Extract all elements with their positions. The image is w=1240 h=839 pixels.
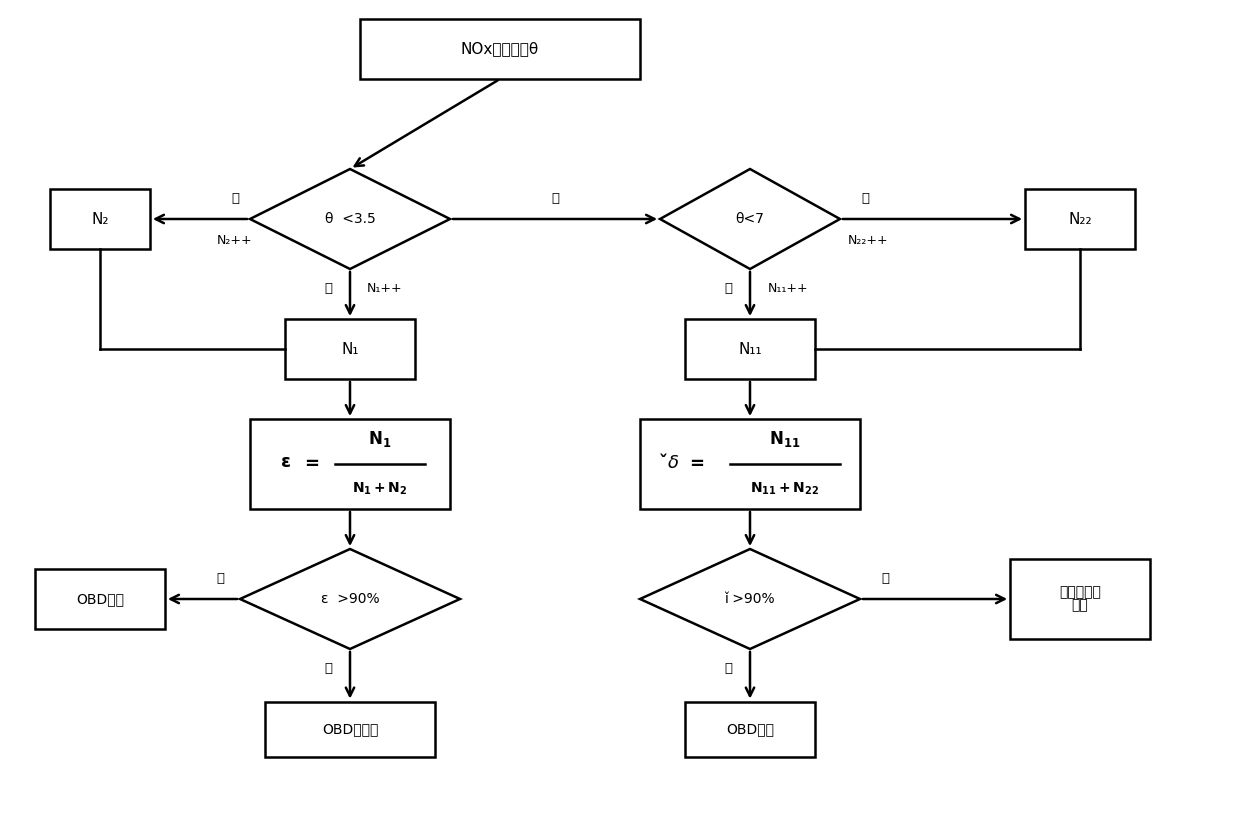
FancyBboxPatch shape xyxy=(265,701,435,757)
Polygon shape xyxy=(660,169,839,269)
FancyBboxPatch shape xyxy=(50,189,150,249)
Text: 否: 否 xyxy=(880,572,889,586)
Text: $\boldsymbol{\varepsilon}$: $\boldsymbol{\varepsilon}$ xyxy=(279,453,290,471)
Text: ǐ >90%: ǐ >90% xyxy=(724,592,775,606)
Text: $\boldsymbol{\check{\delta}}$: $\boldsymbol{\check{\delta}}$ xyxy=(660,452,680,472)
Polygon shape xyxy=(640,549,861,649)
FancyBboxPatch shape xyxy=(360,19,640,79)
Text: 否: 否 xyxy=(231,192,239,206)
FancyBboxPatch shape xyxy=(684,701,815,757)
Text: θ<7: θ<7 xyxy=(735,212,764,226)
Text: N₁++: N₁++ xyxy=(367,283,403,295)
FancyBboxPatch shape xyxy=(250,419,450,509)
Text: N₁₁++: N₁₁++ xyxy=(768,283,808,295)
Polygon shape xyxy=(241,549,460,649)
Text: N₂: N₂ xyxy=(92,211,109,227)
Text: 限扔: 限扔 xyxy=(1071,598,1089,612)
Text: $\mathbf{=}$: $\mathbf{=}$ xyxy=(300,453,320,471)
Text: θ  <3.5: θ <3.5 xyxy=(325,212,376,226)
Text: $\mathbf{N_{11}+N_{22}}$: $\mathbf{N_{11}+N_{22}}$ xyxy=(750,481,820,498)
FancyBboxPatch shape xyxy=(1011,559,1149,639)
Text: $\mathbf{N_{11}}$: $\mathbf{N_{11}}$ xyxy=(769,429,801,449)
Text: N₂++: N₂++ xyxy=(217,234,253,248)
Text: 否: 否 xyxy=(551,192,559,206)
Text: N₁: N₁ xyxy=(341,341,358,357)
Text: $\mathbf{N_1}$: $\mathbf{N_1}$ xyxy=(368,429,392,449)
Text: OBD报警: OBD报警 xyxy=(725,722,774,736)
Text: 是: 是 xyxy=(724,663,732,675)
Text: 否: 否 xyxy=(216,572,224,586)
Text: N₂₂: N₂₂ xyxy=(1068,211,1091,227)
FancyBboxPatch shape xyxy=(1025,189,1135,249)
FancyBboxPatch shape xyxy=(684,319,815,379)
Text: 是: 是 xyxy=(324,663,332,675)
Polygon shape xyxy=(250,169,450,269)
Text: 是: 是 xyxy=(724,283,732,295)
Text: 发动机限速: 发动机限速 xyxy=(1059,586,1101,600)
Text: ε  >90%: ε >90% xyxy=(321,592,379,606)
Text: 否: 否 xyxy=(861,192,869,206)
Text: $\mathbf{=}$: $\mathbf{=}$ xyxy=(686,453,704,471)
Text: $\mathbf{N_1+N_2}$: $\mathbf{N_1+N_2}$ xyxy=(352,481,408,498)
FancyBboxPatch shape xyxy=(640,419,861,509)
Text: OBD不动作: OBD不动作 xyxy=(322,722,378,736)
FancyBboxPatch shape xyxy=(285,319,415,379)
Text: N₂₂++: N₂₂++ xyxy=(848,234,888,248)
Text: OBD报警: OBD报警 xyxy=(76,592,124,606)
Text: NOx比排放値θ: NOx比排放値θ xyxy=(461,41,539,56)
Text: 是: 是 xyxy=(324,283,332,295)
Text: N₁₁: N₁₁ xyxy=(738,341,761,357)
FancyBboxPatch shape xyxy=(35,569,165,629)
